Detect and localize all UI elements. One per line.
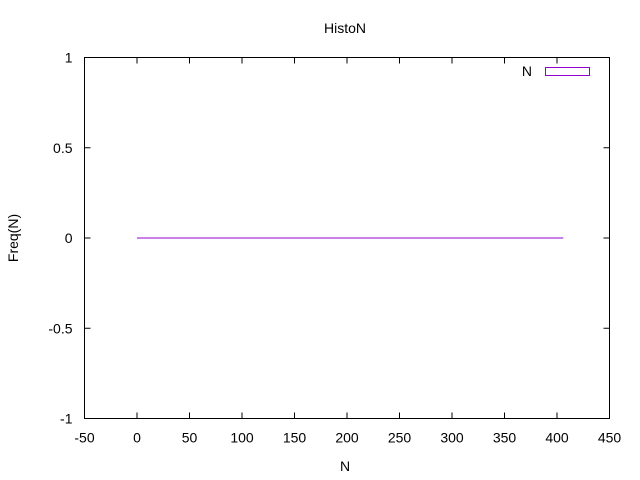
x-tick-label: 200 bbox=[335, 430, 359, 446]
x-tick-label: 300 bbox=[440, 430, 464, 446]
x-tick-label: 150 bbox=[283, 430, 307, 446]
x-tick-label: 100 bbox=[230, 430, 254, 446]
y-tick-label: -1 bbox=[60, 411, 73, 427]
legend-label: N bbox=[522, 63, 532, 79]
x-tick-label: 350 bbox=[493, 430, 517, 446]
x-tick-label: 50 bbox=[182, 430, 198, 446]
y-tick-label: 0 bbox=[65, 230, 73, 246]
x-tick-label: -50 bbox=[74, 430, 94, 446]
x-tick-label: 250 bbox=[388, 430, 412, 446]
axis-ticks: -50 0 50 100 150 200 250 300 350 400 450 -1 -0.5 0 0.5… bbox=[48, 50, 621, 446]
y-tick-label: 1 bbox=[65, 50, 73, 66]
x-tick-label: 400 bbox=[545, 430, 569, 446]
x-axis-label: N bbox=[340, 458, 350, 474]
y-tick-label: -0.5 bbox=[48, 320, 72, 336]
chart-title: HistoN bbox=[324, 20, 366, 36]
y-axis-label: Freq(N) bbox=[5, 214, 21, 262]
y-tick-label: 0.5 bbox=[53, 140, 73, 156]
legend-swatch bbox=[545, 67, 590, 76]
x-tick-label: 450 bbox=[598, 430, 622, 446]
x-tick-label: 0 bbox=[133, 430, 141, 446]
legend: N bbox=[522, 63, 590, 79]
